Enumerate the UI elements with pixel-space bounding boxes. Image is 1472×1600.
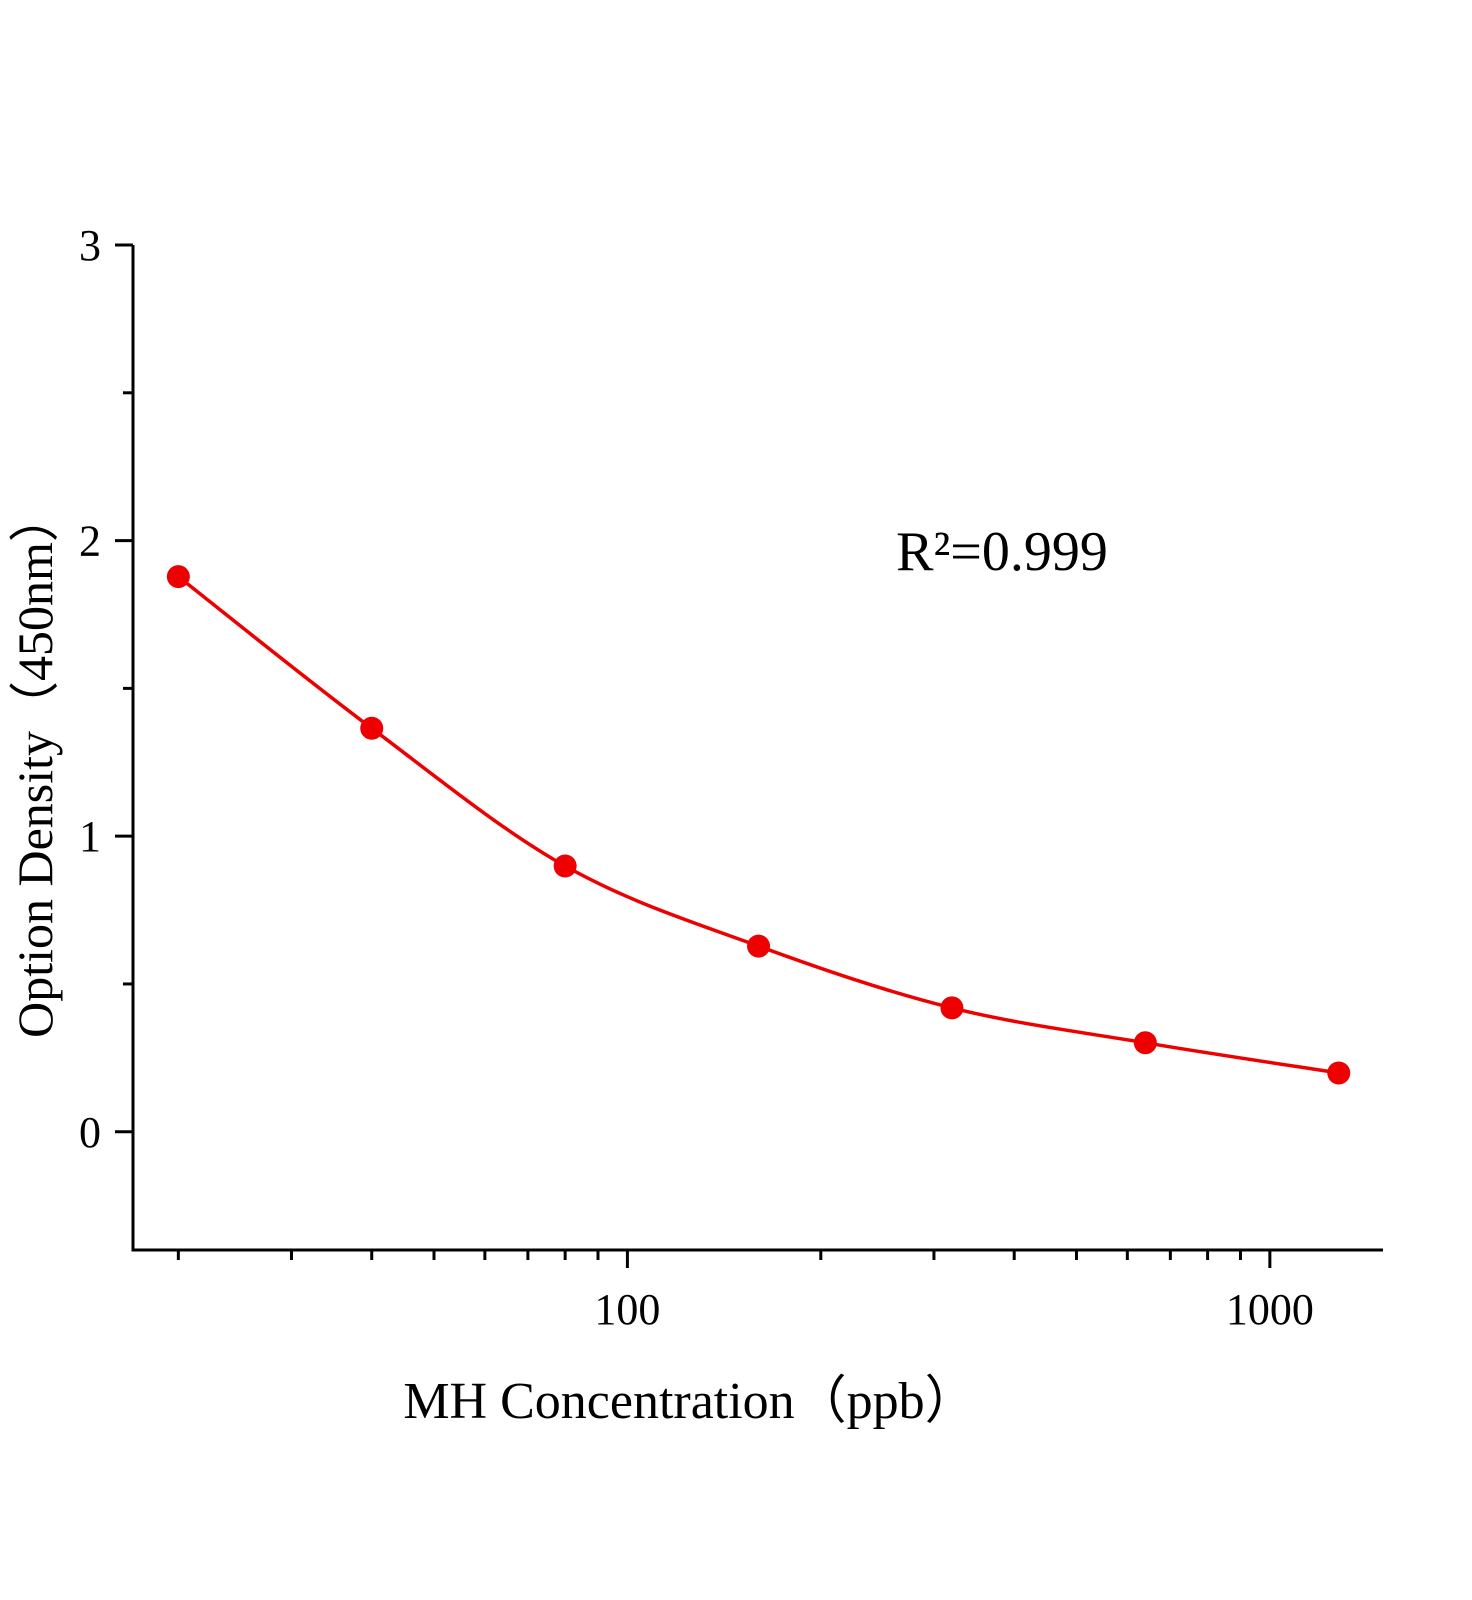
- data-point: [940, 996, 964, 1020]
- data-point: [360, 716, 384, 740]
- y-axis-label: Option Density（450nm）: [7, 492, 63, 1038]
- data-point: [1327, 1061, 1351, 1085]
- x-tick-label: 100: [594, 1285, 660, 1334]
- y-tick-label: 3: [79, 221, 101, 270]
- fit-line: [177, 575, 1340, 1075]
- data-point: [1133, 1031, 1157, 1055]
- y-tick-label: 1: [79, 812, 101, 861]
- data-point: [553, 854, 577, 878]
- data-point: [166, 565, 190, 589]
- annotation: R²=0.999: [896, 521, 1108, 583]
- y-tick-label: 0: [79, 1108, 101, 1157]
- x-axis-label: MH Concentration（ppb）: [403, 1373, 976, 1430]
- data-point: [747, 934, 771, 958]
- x-tick-label: 1000: [1226, 1285, 1314, 1334]
- y-tick-label: 2: [79, 517, 101, 566]
